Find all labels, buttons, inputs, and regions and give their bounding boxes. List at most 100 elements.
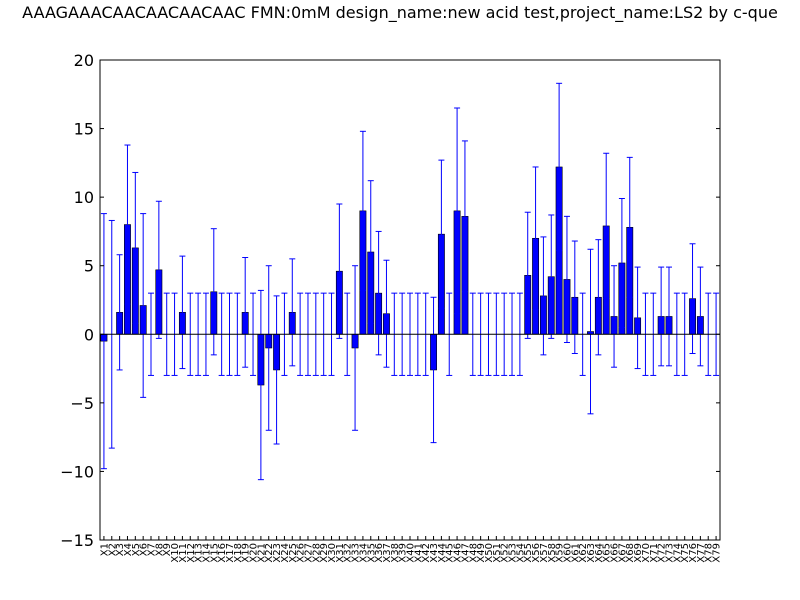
y-tick-label: 20 [74, 51, 94, 70]
error-bar-x37 [383, 259, 390, 368]
x-tick-label: X30 [327, 543, 338, 563]
y-tick-label: −10 [60, 462, 94, 481]
x-tick-label: X1 [99, 543, 110, 556]
x-tick-label: X49 [476, 543, 487, 563]
x-tick-label: X27 [303, 543, 314, 563]
x-tick-label: X68 [625, 543, 636, 563]
x-tick-label: X26 [296, 543, 307, 563]
error-bar-x19 [242, 256, 249, 368]
x-tick-label: X36 [374, 543, 385, 563]
chart-title: AAAGAAACAACAACAACAAC FMN:0mM design_name… [22, 3, 778, 22]
error-bar-x22 [265, 265, 272, 431]
x-tick-label: X17 [225, 543, 236, 563]
error-bar-x8 [155, 200, 162, 339]
x-tick-label: X15 [209, 543, 220, 563]
error-bar-x34 [359, 130, 366, 291]
x-tick-label: X78 [704, 543, 715, 563]
error-bar-x67 [618, 198, 625, 328]
error-bar-x65 [603, 152, 610, 300]
error-bar-x6 [140, 213, 147, 398]
y-tick-label: 5 [84, 257, 94, 276]
x-tick-label: X6 [139, 543, 150, 556]
x-tick-label: X58 [547, 543, 558, 563]
x-tick-label: X12 [186, 543, 197, 563]
x-tick-label: X52 [500, 543, 511, 563]
x-tick-label: X34 [358, 543, 369, 563]
error-bar-x21 [257, 289, 264, 481]
x-tick-label: X8 [154, 543, 165, 556]
error-bar-x60 [563, 215, 570, 344]
error-bar-x76 [689, 243, 696, 354]
y-tick-label: −15 [60, 531, 94, 550]
x-tick-label: X79 [712, 543, 723, 563]
x-tick-label: X16 [217, 543, 228, 563]
error-bar-x64 [595, 239, 602, 356]
error-bar-x68 [626, 156, 633, 298]
x-tick-label: X45 [445, 543, 456, 563]
error-bar-x56 [532, 166, 539, 311]
y-tick-label: 10 [74, 188, 94, 207]
x-tick-label: X53 [508, 543, 519, 563]
y-tick-label: 15 [74, 120, 94, 139]
x-tick-label: X10 [170, 543, 181, 563]
x-tick-label: X51 [492, 543, 503, 563]
x-tick-label: X70 [641, 543, 652, 563]
x-tick-label: X67 [617, 543, 628, 563]
x-tick-label: X38 [390, 543, 401, 563]
error-bar-x31 [336, 203, 343, 339]
x-tick-label: X76 [688, 543, 699, 563]
y-axis-ticks: −15 −10 −5 0 5 10 15 20 [60, 51, 720, 550]
error-bar-x47 [461, 140, 468, 293]
x-tick-label: X44 [437, 543, 448, 563]
error-bar-x66 [611, 265, 618, 368]
x-tick-label: X75 [680, 543, 691, 563]
y-tick-label: 0 [84, 325, 94, 344]
y-tick-label: −5 [70, 394, 94, 413]
x-tick-label: X47 [460, 543, 471, 563]
x-tick-label: X9 [162, 543, 173, 556]
error-bar-x63 [587, 248, 594, 415]
x-tick-label: X77 [696, 543, 707, 563]
x-tick-label: X40 [406, 543, 417, 563]
x-tick-label: X74 [672, 543, 683, 563]
x-tick-label: X13 [194, 543, 205, 563]
x-tick-label: X54 [515, 543, 526, 563]
error-bar-x57 [540, 236, 547, 356]
x-tick-label: X3 [115, 543, 126, 556]
error-bar-x33 [352, 265, 359, 431]
error-bar-x55 [524, 211, 531, 339]
x-tick-label: X63 [586, 543, 597, 563]
x-tick-label: X73 [664, 543, 675, 563]
x-tick-label: X23 [272, 543, 283, 563]
x-tick-label: X35 [366, 543, 377, 563]
x-tick-label: X22 [264, 543, 275, 563]
x-tick-label: X66 [610, 543, 621, 563]
x-tick-label: X31 [335, 543, 346, 563]
x-tick-label: X24 [280, 543, 291, 563]
error-bar-x23 [273, 295, 280, 445]
x-tick-label: X18 [233, 543, 244, 563]
error-bar-x73 [665, 266, 672, 367]
error-bar-x4 [124, 144, 131, 305]
x-tick-label: X42 [421, 543, 432, 563]
error-bar-x59 [556, 82, 563, 252]
plot-frame [99, 59, 721, 541]
x-tick-label: X65 [602, 543, 613, 563]
x-axis-ticks: X1X2X3X4X5X6X7X8X9X10X11X12X13X14X15X16X… [99, 536, 723, 563]
error-bar-x72 [658, 266, 665, 367]
error-bar-x1 [100, 213, 107, 470]
x-tick-label: X64 [594, 543, 605, 563]
error-bar-x11 [179, 255, 186, 370]
x-tick-label: X2 [107, 543, 118, 556]
x-tick-label: X25 [288, 543, 299, 563]
x-tick-label: X28 [311, 543, 322, 563]
error-bar-x77 [697, 266, 704, 367]
error-bar-x46 [454, 107, 461, 315]
x-tick-label: X57 [539, 543, 550, 563]
x-tick-label: X37 [382, 543, 393, 563]
x-tick-label: X4 [123, 543, 134, 556]
x-tick-label: X11 [178, 543, 189, 563]
x-tick-label: X55 [523, 543, 534, 563]
error-bar-x43 [430, 296, 437, 444]
